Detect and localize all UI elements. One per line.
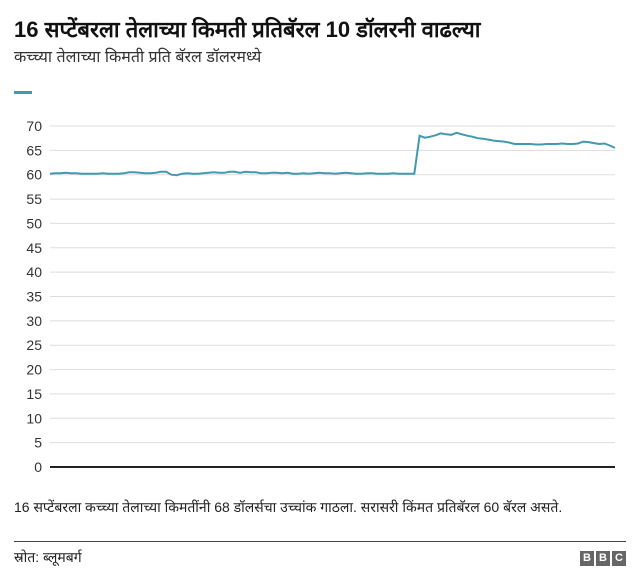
line-chart: 0 5 10 15 20 25 30 35 40 45 50 55 60 65 70 xyxy=(26,118,616,475)
y-tick-label: 70 xyxy=(26,118,42,134)
y-tick-label: 50 xyxy=(26,215,42,231)
divider xyxy=(14,541,626,542)
y-tick-label: 35 xyxy=(26,289,42,305)
y-tick-label: 10 xyxy=(26,410,42,426)
price-line xyxy=(49,131,616,177)
y-tick-label: 25 xyxy=(26,337,42,353)
y-tick-label: 55 xyxy=(26,191,42,207)
y-tick-label: 5 xyxy=(34,435,42,451)
y-tick-label: 65 xyxy=(26,142,42,158)
y-tick-label: 20 xyxy=(26,362,42,378)
y-tick-label: 30 xyxy=(26,313,42,329)
source-label: स्रोत: ब्लूमबर्ग xyxy=(14,549,82,565)
y-tick-label: 15 xyxy=(26,386,42,402)
y-tick-label: 0 xyxy=(34,459,42,475)
y-tick-label: 60 xyxy=(26,167,42,183)
legend-swatch xyxy=(14,91,32,94)
y-tick-label: 40 xyxy=(26,264,42,280)
chart-title: 16 सप्टेंबरला तेलाच्या किमती प्रतिबॅरल 1… xyxy=(14,17,481,42)
chart-subtitle: कच्च्या तेलाच्या किमती प्रति बॅरल डॉलरमध… xyxy=(14,49,262,66)
y-tick-label: 45 xyxy=(26,240,42,256)
chart-note: 16 सप्टेंबरला कच्च्या तेलाच्या किमतींनी … xyxy=(14,499,563,515)
